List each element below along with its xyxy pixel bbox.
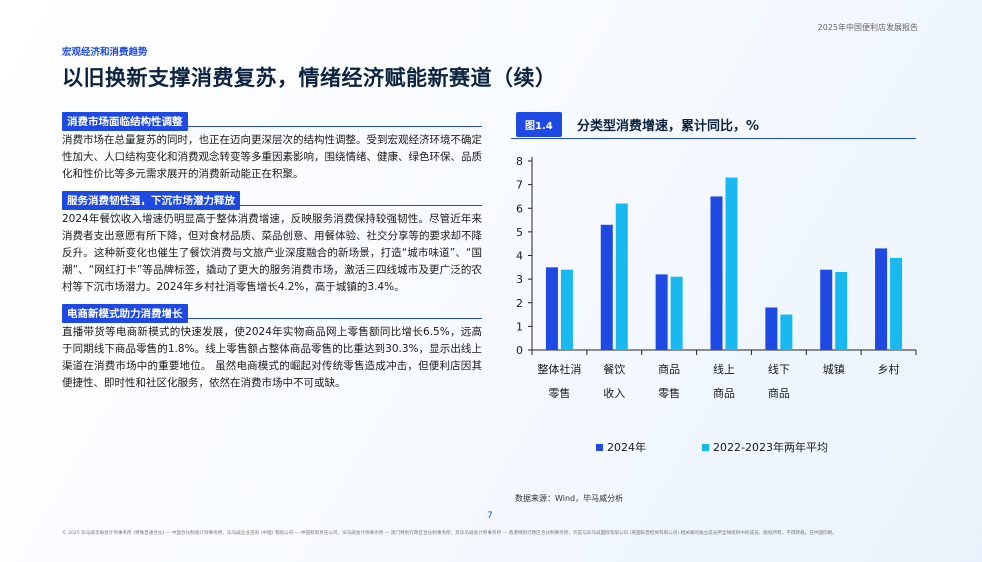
x-category-label: 零售 — [548, 386, 570, 400]
bar-2024 — [710, 196, 723, 350]
bar-2024 — [655, 274, 668, 350]
section-heading: 服务消费韧性强，下沉市场潜力释放 — [62, 190, 240, 210]
bar-2024 — [875, 248, 888, 350]
heading-row: 服务消费韧性强，下沉市场潜力释放 — [62, 189, 482, 210]
bar-two-year-average — [890, 257, 903, 350]
x-category-label: 线下 — [768, 362, 790, 376]
legend-item-2024: 2024年 — [596, 439, 646, 455]
page-title: 以旧换新支撑消费复苏，情绪经济赋能新赛道（续） — [62, 66, 557, 90]
y-tick-label: 2 — [516, 297, 523, 310]
x-category-label: 乡村 — [878, 362, 900, 376]
bar-2024 — [600, 224, 613, 350]
bar-2024 — [545, 267, 558, 350]
heading-row: 电商新模式助力消费增长 — [62, 302, 482, 323]
y-tick-label: 0 — [516, 344, 523, 357]
x-category-label: 整体社消 — [537, 362, 581, 376]
data-source: 数据来源：Wind，毕马威分析 — [515, 494, 624, 503]
y-tick-label: 7 — [516, 179, 523, 192]
y-tick-label: 6 — [516, 202, 523, 215]
figure-number-badge: 图1.4 — [516, 112, 562, 137]
legend-item-two-year-average: 2022-2023年两年平均 — [702, 439, 828, 455]
paragraph: 直播带货等电商新模式的快速发展，使2024年实物商品网上零售额同比增长6.5%，… — [62, 325, 482, 390]
bar-2024 — [820, 269, 833, 350]
paragraph: 2024年餐饮收入增速仍明显高于整体消费增速，反映服务消费保持较强韧性。尽管近年… — [62, 212, 482, 294]
x-category-label: 零售 — [658, 386, 680, 400]
y-tick-label: 1 — [516, 320, 523, 333]
legend-swatch-two-year-average — [702, 443, 709, 451]
x-category-label: 餐饮 — [603, 362, 625, 376]
paragraph: 消费市场在总量复苏的同时，也正在迈向更深层次的结构性调整。受到宏观经济环境不确定… — [62, 134, 482, 181]
figure-title: 分类型消费增速，累计同比，% — [577, 119, 760, 134]
x-category-label: 商品 — [713, 386, 735, 400]
y-tick-label: 3 — [516, 273, 523, 286]
legend-label-2024: 2024年 — [607, 441, 646, 454]
x-category-label: 商品 — [768, 386, 790, 400]
bar-two-year-average — [835, 272, 848, 350]
legend-label-two-year-average: 2022-2023年两年平均 — [713, 441, 828, 454]
section-label: 宏观经济和消费趋势 — [62, 47, 148, 58]
bar-two-year-average — [670, 276, 683, 350]
bar-two-year-average — [725, 177, 738, 350]
section-heading: 消费市场面临结构性调整 — [62, 112, 188, 131]
section-heading: 电商新模式助力消费增长 — [62, 303, 188, 323]
bar-two-year-average — [780, 314, 793, 350]
report-name: 2025年中国便利店发展报告 — [817, 23, 918, 32]
y-tick-label: 4 — [516, 250, 523, 263]
bar-two-year-average — [560, 269, 573, 350]
figure-header: 图1.4 分类型消费增速，累计同比，% — [511, 112, 916, 139]
y-tick-label: 5 — [516, 226, 523, 239]
legal-footer: © 2025 毕马威华振会计师事务所 (特殊普通合伙) — 中国合伙制会计师事务… — [62, 531, 837, 536]
x-category-label: 城镇 — [823, 362, 845, 376]
x-category-label: 收入 — [603, 386, 625, 400]
y-tick-label: 8 — [516, 155, 523, 168]
legend-swatch-2024 — [596, 443, 603, 451]
bar-two-year-average — [615, 203, 628, 350]
page-number: 7 — [487, 511, 493, 521]
bar-2024 — [765, 307, 778, 350]
heading-row: 消费市场面临结构性调整 — [62, 110, 482, 131]
text-column: 消费市场面临结构性调整 消费市场在总量复苏的同时，也正在迈向更深层次的结构性调整… — [62, 110, 482, 397]
x-category-label: 商品 — [658, 362, 680, 376]
x-category-label: 线上 — [713, 362, 735, 376]
